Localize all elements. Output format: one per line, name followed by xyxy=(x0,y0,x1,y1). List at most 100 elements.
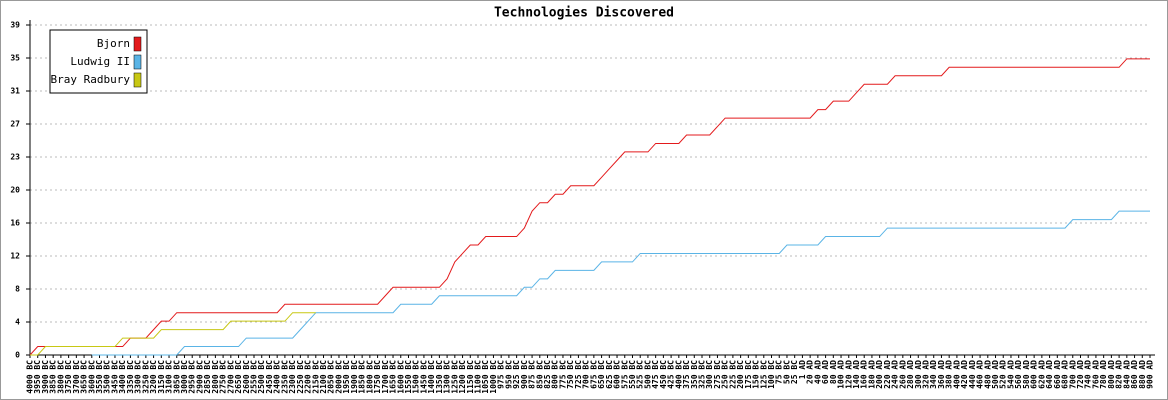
x-tick-label: 900 BC xyxy=(520,360,529,389)
x-tick-label: 3150 BC xyxy=(157,360,166,394)
x-tick-label: 1300 BC xyxy=(443,360,452,394)
x-tick-label: 450 BC xyxy=(659,360,668,389)
x-tick-label: 460 AD xyxy=(976,360,985,389)
x-tick-label: 3050 BC xyxy=(172,360,181,394)
x-tick-label: 325 BC xyxy=(698,360,707,389)
y-tick-label: 31 xyxy=(10,87,20,96)
x-tick-label: 650 BC xyxy=(597,360,606,389)
x-tick-label: 560 AD xyxy=(1014,360,1023,389)
x-tick-label: 575 BC xyxy=(620,360,629,389)
x-tick-label: 2750 BC xyxy=(219,360,228,394)
x-tick-label: 1600 BC xyxy=(396,360,405,394)
x-tick-label: 1350 BC xyxy=(435,360,444,394)
x-tick-label: 3400 BC xyxy=(118,360,127,394)
x-tick-label: 620 AD xyxy=(1037,360,1046,389)
x-tick-label: 150 BC xyxy=(752,360,761,389)
legend-label: Bray Radbury xyxy=(51,73,131,86)
x-tick-label: 775 BC xyxy=(558,360,567,389)
x-tick-label: 3500 BC xyxy=(103,360,112,394)
x-tick-label: 725 BC xyxy=(574,360,583,389)
x-tick-label: 525 BC xyxy=(636,360,645,389)
x-tick-label: 800 AD xyxy=(1107,360,1116,389)
x-tick-label: 225 BC xyxy=(728,360,737,389)
x-tick-label: 400 BC xyxy=(674,360,683,389)
x-tick-label: 360 AD xyxy=(937,360,946,389)
x-tick-label: 260 AD xyxy=(898,360,907,389)
x-tick-label: 2600 BC xyxy=(242,360,251,394)
x-tick-label: 1800 BC xyxy=(365,360,374,394)
x-tick-label: 2700 BC xyxy=(226,360,235,394)
x-tick-label: 400 AD xyxy=(952,360,961,389)
y-tick-label: 4 xyxy=(15,318,20,327)
chart-title: Technologies Discovered xyxy=(494,6,674,21)
x-tick-label: 380 AD xyxy=(945,360,954,389)
x-tick-label: 875 BC xyxy=(528,360,537,389)
x-tick-label: 3350 BC xyxy=(126,360,135,394)
x-tick-label: 4000 BC xyxy=(26,360,35,394)
x-tick-label: 1050 BC xyxy=(481,360,490,394)
x-tick-label: 2450 BC xyxy=(265,360,274,394)
x-tick-label: 780 AD xyxy=(1099,360,1108,389)
x-tick-label: 100 BC xyxy=(767,360,776,389)
series-line xyxy=(91,210,1150,356)
x-tick-label: 180 AD xyxy=(867,360,876,389)
x-tick-label: 220 AD xyxy=(883,360,892,389)
x-tick-label: 2050 BC xyxy=(327,360,336,394)
x-tick-label: 425 BC xyxy=(667,360,676,389)
x-tick-label: 1700 BC xyxy=(381,360,390,394)
legend-swatch xyxy=(133,72,142,88)
x-tick-label: 2550 BC xyxy=(250,360,259,394)
x-tick-label: 925 BC xyxy=(512,360,521,389)
x-tick-label: 680 AD xyxy=(1061,360,1070,389)
legend-label: Ludwig II xyxy=(70,55,130,68)
x-tick-label: 3800 BC xyxy=(56,360,65,394)
y-tick-label: 27 xyxy=(10,120,20,129)
x-tick-label: 1950 BC xyxy=(342,360,351,394)
x-tick-label: 2900 BC xyxy=(195,360,204,394)
x-tick-label: 60 AD xyxy=(821,360,830,384)
x-tick-label: 2000 BC xyxy=(334,360,343,394)
x-tick-label: 125 BC xyxy=(759,360,768,389)
x-tick-label: 600 AD xyxy=(1030,360,1039,389)
x-tick-label: 900 AD xyxy=(1146,360,1155,389)
x-tick-label: 375 BC xyxy=(682,360,691,389)
x-tick-label: 750 BC xyxy=(566,360,575,389)
x-tick-label: 2800 BC xyxy=(211,360,220,394)
x-tick-label: 850 BC xyxy=(535,360,544,389)
x-tick-label: 1400 BC xyxy=(427,360,436,394)
y-tick-label: 8 xyxy=(15,285,20,294)
x-tick-label: 2250 BC xyxy=(296,360,305,394)
y-tick-label: 35 xyxy=(10,54,20,63)
x-tick-label: 1200 BC xyxy=(458,360,467,394)
x-tick-label: 3250 BC xyxy=(141,360,150,394)
x-tick-label: 2350 BC xyxy=(280,360,289,394)
x-tick-label: 320 AD xyxy=(922,360,931,389)
x-tick-label: 860 AD xyxy=(1130,360,1139,389)
x-tick-label: 3950 BC xyxy=(33,360,42,394)
x-tick-label: 660 AD xyxy=(1053,360,1062,389)
x-tick-label: 880 AD xyxy=(1138,360,1147,389)
x-tick-label: 2950 BC xyxy=(188,360,197,394)
legend-label: Bjorn xyxy=(97,37,130,50)
x-tick-label: 50 BC xyxy=(782,360,791,384)
x-tick-label: 760 AD xyxy=(1091,360,1100,389)
x-tick-label: 3550 BC xyxy=(95,360,104,394)
x-tick-label: 2500 BC xyxy=(257,360,266,394)
x-tick-label: 500 AD xyxy=(991,360,1000,389)
x-tick-label: 140 AD xyxy=(852,360,861,389)
y-tick-label: 23 xyxy=(10,153,20,162)
y-tick-label: 39 xyxy=(10,21,20,30)
x-tick-label: 200 BC xyxy=(736,360,745,389)
x-tick-label: 175 BC xyxy=(744,360,753,389)
x-tick-label: 20 AD xyxy=(806,360,815,384)
x-tick-label: 600 BC xyxy=(613,360,622,389)
x-tick-label: 840 AD xyxy=(1122,360,1131,389)
x-tick-label: 1 AD xyxy=(798,360,807,379)
x-tick-label: 1150 BC xyxy=(466,360,475,394)
y-tick-label: 0 xyxy=(15,351,20,360)
x-tick-label: 480 AD xyxy=(983,360,992,389)
x-tick-label: 1250 BC xyxy=(450,360,459,394)
x-tick-label: 3650 BC xyxy=(80,360,89,394)
x-tick-label: 625 BC xyxy=(605,360,614,389)
